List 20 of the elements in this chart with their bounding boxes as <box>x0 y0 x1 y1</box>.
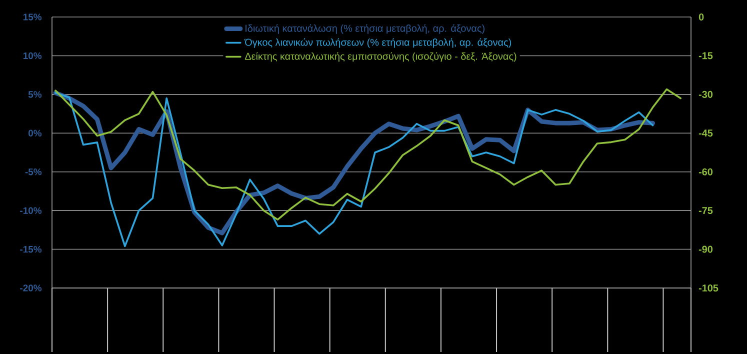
y2-tick-label: -75 <box>698 207 713 214</box>
y2-tick-label: -90 <box>698 246 713 253</box>
y-tick-label: -10% <box>20 207 42 214</box>
y2-tick-label: -30 <box>698 90 713 98</box>
line-series <box>54 88 682 221</box>
y-tick-label: -15% <box>20 246 42 253</box>
y-tick-label: 15% <box>23 14 42 20</box>
y-tick-label: -5% <box>25 168 42 176</box>
y-tick-label: 10% <box>23 52 42 60</box>
y2-tick-label: -105 <box>698 284 718 292</box>
y-tick-label: 0% <box>28 130 42 136</box>
y2-tick-label: -45 <box>698 130 713 137</box>
legend-label: Όγκος λιανικών πωλήσεων (% ετήσια μεταβολή, αρ. άξονας) <box>244 38 512 48</box>
legend-label: Ιδιωτική κατανάλωση (% ετήσια μεταβολή, αρ. άξονας) <box>246 24 484 34</box>
y2-tick-label: 0 <box>698 13 704 21</box>
y2-tick-label: -15 <box>698 52 713 60</box>
y-tick-label: -20% <box>20 284 42 292</box>
legend-label: Δείκτης καταναλωτικής εμπιστοσύνης (ισοζύγιο - δεξ. Άξονας) <box>244 52 516 62</box>
y-tick-label: 5% <box>28 91 42 98</box>
y2-tick-label: -60 <box>698 168 713 176</box>
